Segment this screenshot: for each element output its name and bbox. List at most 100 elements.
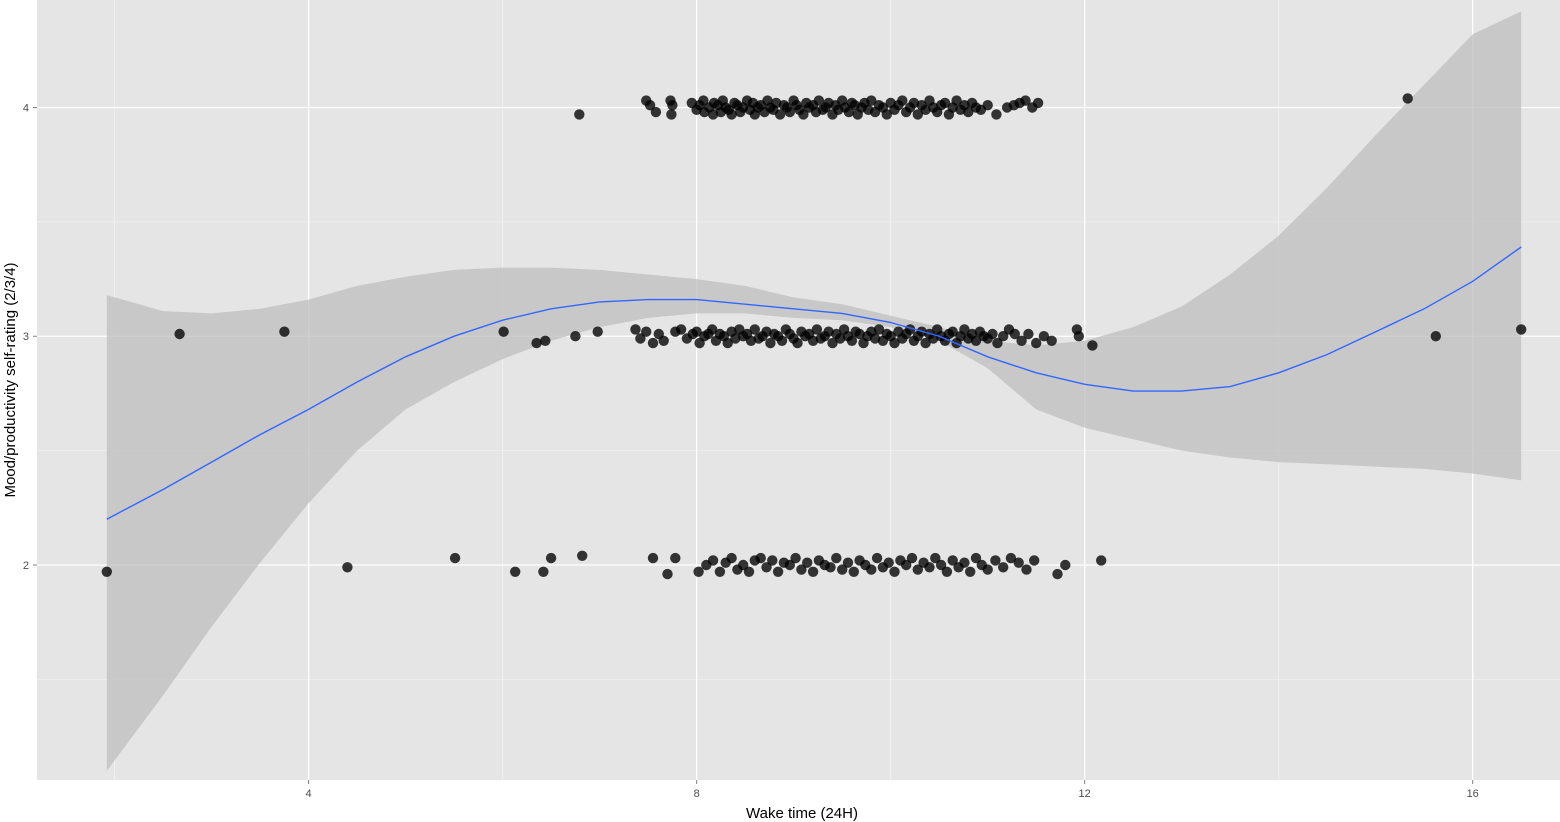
data-point	[670, 552, 681, 564]
data-point	[755, 552, 766, 564]
data-point	[970, 335, 982, 346]
data-point	[941, 566, 953, 577]
data-point	[842, 557, 854, 568]
data-point	[796, 564, 807, 575]
data-point	[630, 324, 641, 335]
data-point	[947, 555, 958, 566]
data-point	[666, 109, 677, 120]
data-point	[827, 337, 838, 349]
data-point	[991, 109, 1002, 120]
x-axis-ticks: 4 8 12 16	[306, 780, 1479, 800]
data-point	[1021, 564, 1032, 575]
data-point	[698, 95, 709, 106]
data-point	[761, 562, 772, 573]
data-point	[1073, 331, 1085, 342]
data-point	[1020, 95, 1031, 106]
data-point	[883, 557, 894, 568]
data-point	[871, 552, 883, 564]
smooth-line-path	[106, 246, 1522, 520]
data-point	[798, 109, 809, 120]
data-point	[1031, 337, 1042, 349]
data-point	[908, 97, 920, 109]
smooth-line	[106, 246, 1522, 520]
y-axis-title: Mood/productivity self-rating (2/3/4)	[2, 262, 19, 497]
data-point	[641, 326, 652, 337]
data-point	[498, 326, 509, 337]
data-point	[889, 566, 900, 577]
data-point	[866, 564, 877, 575]
data-point	[912, 109, 923, 120]
data-point	[1032, 97, 1044, 109]
data-point	[707, 324, 718, 335]
x-axis-title: Wake time (24H)	[746, 805, 858, 822]
data-point	[825, 562, 836, 573]
data-point	[510, 566, 521, 577]
data-point	[854, 328, 865, 340]
confidence-band-area	[106, 11, 1522, 771]
x-tick-label: 8	[694, 788, 700, 800]
data-point	[987, 328, 998, 340]
data-point	[947, 326, 958, 337]
data-point	[635, 333, 646, 344]
data-point	[772, 566, 784, 577]
data-point	[939, 97, 951, 109]
data-point	[743, 566, 755, 577]
data-point	[982, 564, 993, 575]
data-point	[951, 95, 962, 106]
data-point	[1052, 568, 1063, 580]
data-point	[738, 559, 749, 571]
data-point	[592, 326, 603, 337]
data-point	[965, 566, 976, 577]
data-point	[650, 106, 662, 118]
x-tick-label: 4	[306, 788, 312, 800]
data-point	[906, 552, 918, 564]
data-point	[889, 337, 900, 349]
data-point	[174, 328, 185, 340]
data-point	[924, 562, 935, 573]
data-point	[982, 100, 993, 111]
y-tick-label: 3	[23, 331, 29, 343]
data-point	[920, 337, 931, 349]
x-tick-label: 16	[1467, 788, 1479, 800]
data-point	[831, 552, 842, 564]
data-point	[813, 95, 825, 106]
data-point	[998, 562, 1009, 573]
data-point	[449, 552, 461, 564]
data-point	[1402, 93, 1413, 104]
data-point	[930, 552, 941, 564]
data-point	[1087, 340, 1098, 351]
data-point	[901, 559, 912, 571]
data-point	[963, 106, 974, 118]
data-point	[658, 335, 669, 346]
data-point	[776, 335, 788, 346]
data-point	[691, 326, 702, 337]
y-axis-ticks: 2 3 4	[23, 103, 37, 572]
data-point	[279, 326, 290, 337]
data-point	[574, 109, 585, 120]
data-point	[570, 331, 581, 342]
data-point	[667, 100, 678, 111]
y-tick-label: 4	[23, 103, 29, 115]
data-point	[662, 568, 673, 580]
data-point	[935, 559, 947, 571]
confidence-band	[106, 11, 1522, 771]
data-point	[545, 552, 557, 564]
data-point	[1038, 331, 1050, 342]
data-point	[675, 324, 687, 335]
data-point	[101, 566, 113, 577]
data-point	[835, 333, 846, 344]
data-point	[807, 566, 819, 577]
data-point	[1009, 328, 1020, 340]
data-point	[1516, 324, 1527, 335]
data-point	[959, 557, 970, 568]
data-point	[866, 95, 877, 106]
data-point	[342, 562, 353, 573]
data-point	[749, 324, 760, 335]
data-point	[644, 100, 656, 111]
data-point	[790, 552, 801, 564]
data-point	[730, 333, 741, 344]
data-point	[848, 566, 859, 577]
data-point	[1430, 331, 1442, 342]
data-point	[802, 557, 813, 568]
